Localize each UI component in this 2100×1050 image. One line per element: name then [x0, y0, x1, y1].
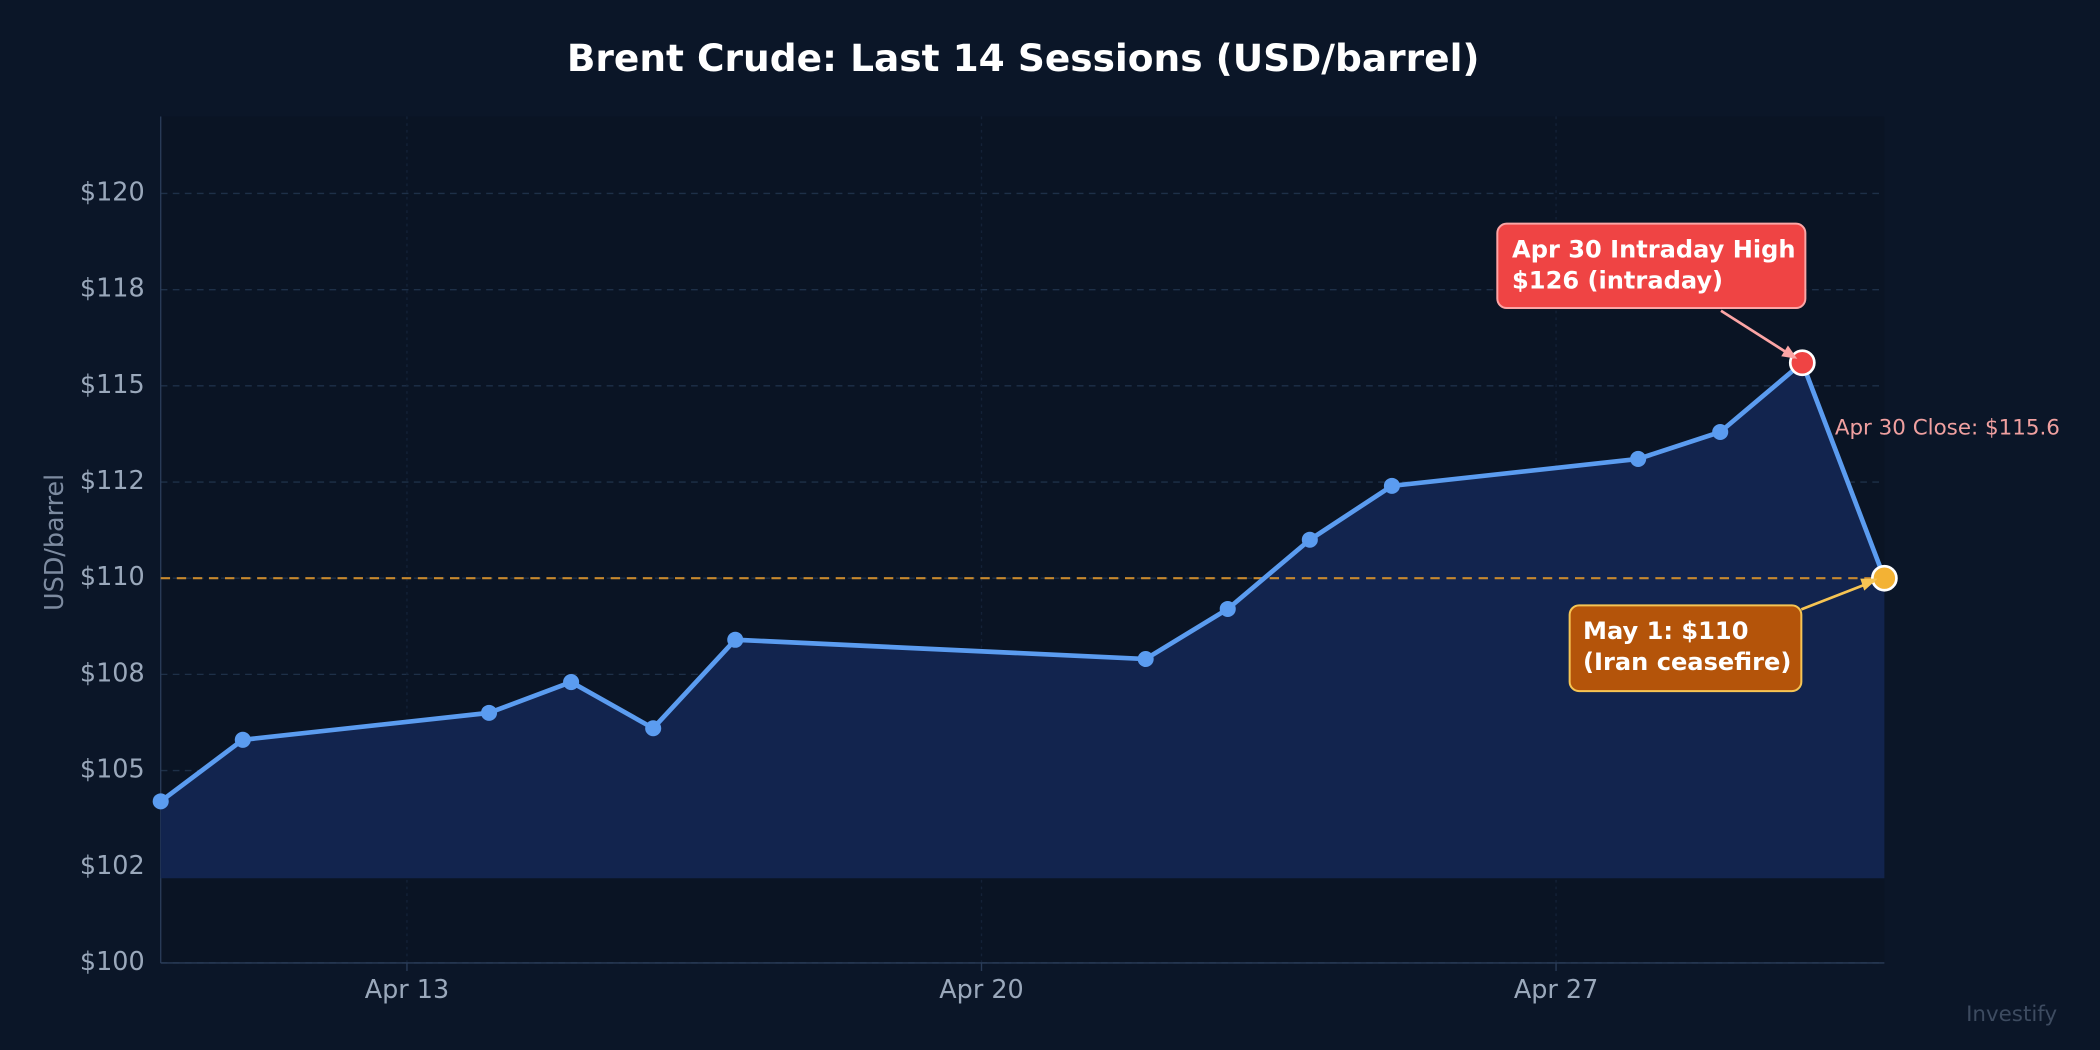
annotation-text: (Iran ceasefire) [1583, 648, 1791, 676]
point [1383, 477, 1400, 494]
y-tick-label: $118 [80, 273, 145, 303]
y-tick-label: $105 [80, 754, 145, 784]
chart-title: Brent Crude: Last 14 Sessions (USD/barre… [567, 36, 1480, 80]
point [1630, 450, 1647, 467]
point [727, 631, 744, 648]
y-tick-label: $110 [80, 561, 145, 591]
point [1712, 423, 1729, 441]
annotation-text: Apr 30 Close: $115.6 [1835, 416, 2060, 441]
arrow-head [1781, 345, 1798, 359]
y-tick-label: $112 [80, 465, 145, 495]
point [234, 731, 251, 748]
point [152, 793, 169, 810]
point [563, 674, 580, 691]
y-tick-label: $108 [80, 657, 145, 687]
annotation-text: $126 (intraday) [1512, 266, 1723, 294]
y-tick-label: $115 [80, 369, 145, 399]
area [160, 362, 1885, 879]
x-tick-label: Apr 27 [1514, 974, 1598, 1004]
point [645, 720, 662, 737]
arrow-head [1860, 578, 1878, 591]
y-axis-label: USD/barrel [39, 474, 69, 611]
annotation-text: Apr 30 Intraday High [1512, 235, 1796, 263]
annotation-box [1568, 604, 1803, 693]
point [480, 704, 498, 721]
point [1301, 531, 1318, 548]
annotation-text: May 1: $110 [1583, 617, 1748, 645]
point [1788, 349, 1816, 377]
line [159, 360, 1887, 804]
point [1870, 564, 1898, 592]
point [1137, 650, 1154, 668]
y-tick-label: $100 [80, 946, 145, 976]
annotation-box [1496, 222, 1807, 310]
y-tick-label: $120 [80, 176, 145, 206]
watermark: Investify [1966, 1002, 2057, 1027]
annotation-arrow [1800, 580, 1875, 611]
y-tick-label: $102 [80, 850, 145, 880]
x-tick-label: Apr 20 [939, 974, 1023, 1004]
x-tick-label: Apr 13 [365, 974, 449, 1004]
annotation-arrow [1720, 309, 1796, 359]
point [1219, 600, 1236, 618]
